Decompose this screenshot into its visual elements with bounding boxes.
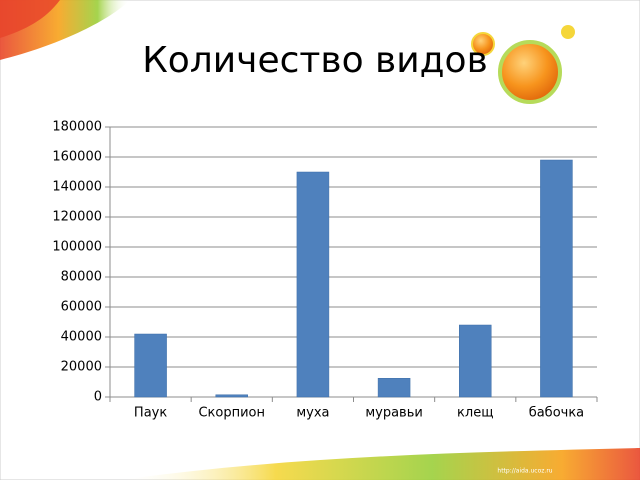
decor-bottom bbox=[120, 448, 640, 480]
x-tick-label: бабочка bbox=[529, 406, 584, 421]
y-tick-label: 100000 bbox=[52, 240, 102, 255]
x-tick-label: клещ bbox=[457, 406, 493, 421]
y-tick-label: 160000 bbox=[52, 150, 102, 165]
y-tick-label: 40000 bbox=[61, 330, 102, 345]
y-tick-label: 120000 bbox=[52, 210, 102, 225]
y-tick-label: 0 bbox=[94, 390, 102, 405]
y-tick-label: 140000 bbox=[52, 180, 102, 195]
bar bbox=[296, 171, 330, 398]
y-tick-label: 180000 bbox=[52, 120, 102, 135]
x-tick-label: муха bbox=[296, 406, 329, 421]
decor-ball bbox=[498, 40, 562, 104]
y-tick-label: 80000 bbox=[61, 270, 102, 285]
footer: http://aida.ucoz.ru bbox=[497, 468, 552, 475]
x-tick-label: муравьи bbox=[365, 406, 423, 421]
x-tick-label: Скорпион bbox=[198, 406, 265, 421]
decor-dot bbox=[561, 25, 575, 39]
bar bbox=[134, 333, 167, 398]
bar bbox=[215, 394, 248, 398]
x-tick-label: Паук bbox=[134, 406, 167, 421]
bar bbox=[377, 378, 411, 398]
decor-ball-small bbox=[471, 32, 495, 56]
bar bbox=[540, 159, 573, 398]
y-tick-label: 60000 bbox=[61, 300, 102, 315]
chart-title: Количество видов bbox=[142, 40, 488, 81]
y-tick-label: 20000 bbox=[61, 360, 102, 375]
decor-top-red bbox=[0, 0, 60, 38]
bar bbox=[459, 324, 492, 398]
